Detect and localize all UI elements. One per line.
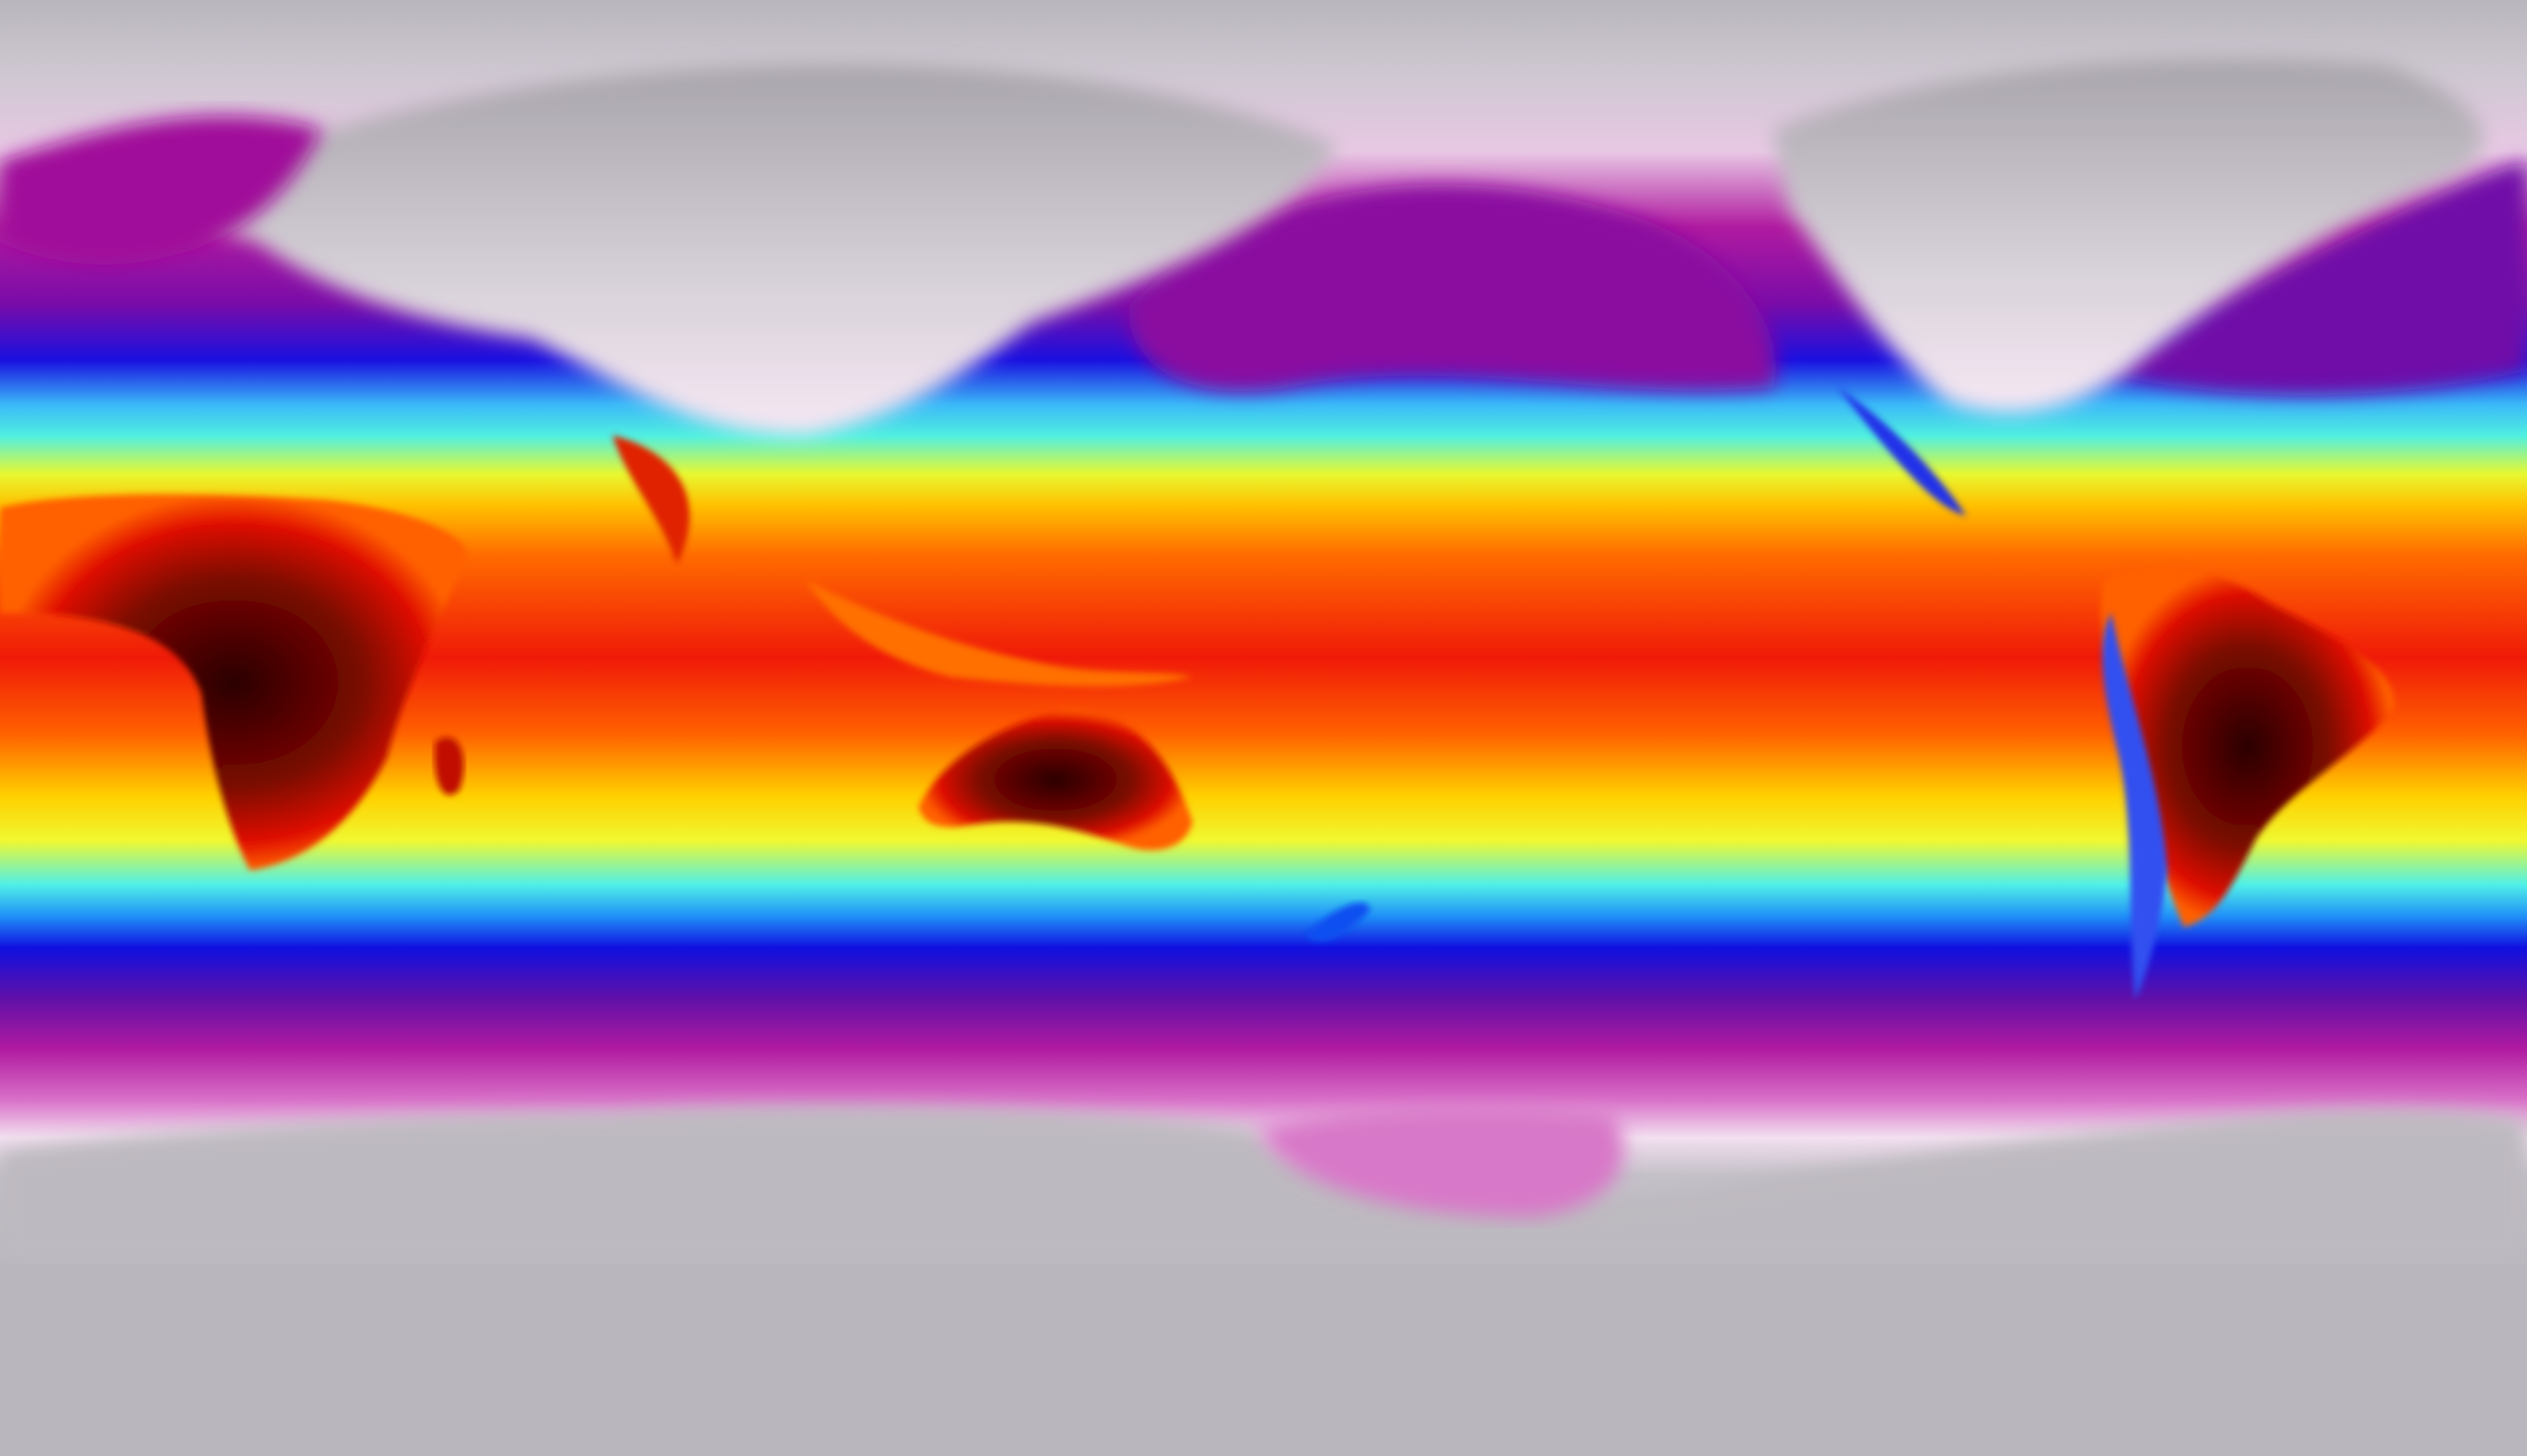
antarctica-landmass xyxy=(0,1105,2527,1264)
eurasia-landmass xyxy=(161,64,1338,436)
north-pacific-cold-tongue xyxy=(1128,184,1776,391)
south-asia-hot-region xyxy=(612,435,690,565)
andes-cold-strip xyxy=(2102,613,2168,1000)
north-america-landmass xyxy=(1772,59,2484,413)
south-america-landmass xyxy=(2101,566,2394,927)
australia-landmass xyxy=(918,709,1193,851)
central-america-cool-strip xyxy=(1837,387,1967,516)
new-zealand xyxy=(1305,903,1370,942)
global-temperature-map xyxy=(0,0,2527,1264)
north-atlantic-cold-band xyxy=(2095,161,2527,395)
africa-hot-landmass xyxy=(0,494,467,871)
europe-cold-region xyxy=(0,115,322,265)
weddell-sea-warm-tongue xyxy=(1257,1105,1624,1217)
indonesia-islands xyxy=(806,580,1193,687)
madagascar xyxy=(434,737,464,795)
